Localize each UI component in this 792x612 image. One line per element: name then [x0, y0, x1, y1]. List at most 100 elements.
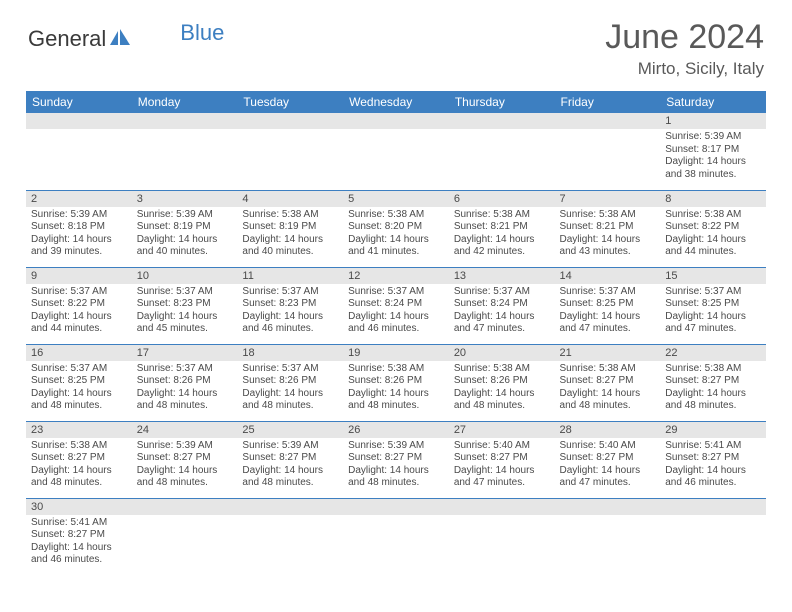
daylight-line: Daylight: 14 hours and 47 minutes.: [665, 311, 746, 335]
day-number: 29: [660, 422, 766, 438]
calendar-week-row: 30Sunrise: 5:41 AMSunset: 8:27 PMDayligh…: [26, 498, 766, 575]
day-detail: Sunrise: 5:38 AMSunset: 8:20 PMDaylight:…: [343, 207, 449, 262]
day-number: 30: [26, 499, 132, 515]
day-detail: Sunrise: 5:37 AMSunset: 8:26 PMDaylight:…: [237, 361, 343, 416]
daylight-line: Daylight: 14 hours and 41 minutes.: [348, 234, 429, 258]
day-number-bar: [555, 499, 661, 515]
sunset-line: Sunset: 8:23 PM: [242, 298, 316, 309]
weekday-header-row: SundayMondayTuesdayWednesdayThursdayFrid…: [26, 91, 766, 113]
calendar-day-cell: 14Sunrise: 5:37 AMSunset: 8:25 PMDayligh…: [555, 267, 661, 344]
calendar-day-cell: 20Sunrise: 5:38 AMSunset: 8:26 PMDayligh…: [449, 344, 555, 421]
sunrise-line: Sunrise: 5:38 AM: [454, 209, 530, 220]
daylight-line: Daylight: 14 hours and 48 minutes.: [560, 388, 641, 412]
sunrise-line: Sunrise: 5:39 AM: [31, 209, 107, 220]
day-detail: Sunrise: 5:37 AMSunset: 8:24 PMDaylight:…: [343, 284, 449, 339]
day-detail: Sunrise: 5:40 AMSunset: 8:27 PMDaylight:…: [555, 438, 661, 493]
calendar-day-cell: 10Sunrise: 5:37 AMSunset: 8:23 PMDayligh…: [132, 267, 238, 344]
calendar-body: 1Sunrise: 5:39 AMSunset: 8:17 PMDaylight…: [26, 113, 766, 575]
day-number: 20: [449, 345, 555, 361]
day-number: 3: [132, 191, 238, 207]
calendar-day-cell: 25Sunrise: 5:39 AMSunset: 8:27 PMDayligh…: [237, 421, 343, 498]
sunrise-line: Sunrise: 5:38 AM: [560, 209, 636, 220]
calendar-day-cell: 9Sunrise: 5:37 AMSunset: 8:22 PMDaylight…: [26, 267, 132, 344]
calendar-week-row: 16Sunrise: 5:37 AMSunset: 8:25 PMDayligh…: [26, 344, 766, 421]
day-body: [449, 515, 555, 565]
sunset-line: Sunset: 8:25 PM: [665, 298, 739, 309]
day-detail: Sunrise: 5:38 AMSunset: 8:26 PM Daylight:…: [343, 361, 449, 416]
calendar-day-cell: 12Sunrise: 5:37 AMSunset: 8:24 PMDayligh…: [343, 267, 449, 344]
day-detail: Sunrise: 5:38 AMSunset: 8:19 PMDaylight:…: [237, 207, 343, 262]
sunset-line: Sunset: 8:25 PM: [560, 298, 634, 309]
sunset-line: Sunset: 8:26 PM: [348, 375, 422, 386]
sunset-line: Sunset: 8:26 PM: [137, 375, 211, 386]
calendar-day-cell: [449, 113, 555, 190]
day-body: [555, 515, 661, 565]
sunset-line: Sunset: 8:17 PM: [665, 144, 739, 155]
sunset-line: Sunset: 8:27 PM: [560, 375, 634, 386]
sunrise-line: Sunrise: 5:37 AM: [242, 363, 318, 374]
day-number: 25: [237, 422, 343, 438]
calendar-day-cell: 16Sunrise: 5:37 AMSunset: 8:25 PMDayligh…: [26, 344, 132, 421]
daylight-line: Daylight: 14 hours and 45 minutes.: [137, 311, 218, 335]
day-number: 27: [449, 422, 555, 438]
daylight-line: Daylight: 14 hours and 40 minutes.: [242, 234, 323, 258]
calendar-day-cell: 26Sunrise: 5:39 AMSunset: 8:27 PMDayligh…: [343, 421, 449, 498]
day-detail: Sunrise: 5:37 AMSunset: 8:25 PMDaylight:…: [555, 284, 661, 339]
day-body: [132, 515, 238, 565]
day-detail: Sunrise: 5:39 AMSunset: 8:27 PMDaylight:…: [132, 438, 238, 493]
page-header: General Blue June 2024 Mirto, Sicily, It…: [0, 0, 792, 83]
sunrise-line: Sunrise: 5:37 AM: [31, 363, 107, 374]
day-number-bar: [343, 499, 449, 515]
day-number-bar: [237, 113, 343, 129]
sunrise-line: Sunrise: 5:37 AM: [665, 286, 741, 297]
day-number: 24: [132, 422, 238, 438]
daylight-line: Daylight: 14 hours and 48 minutes.: [137, 388, 218, 412]
day-body: [237, 129, 343, 179]
daylight-line: Daylight: 14 hours and 46 minutes.: [665, 465, 746, 489]
sunset-line: Sunset: 8:24 PM: [454, 298, 528, 309]
daylight-line: Daylight: 14 hours and 48 minutes.: [348, 388, 429, 412]
day-detail: Sunrise: 5:39 AMSunset: 8:27 PMDaylight:…: [237, 438, 343, 493]
daylight-line: Daylight: 14 hours and 48 minutes.: [31, 465, 112, 489]
calendar-day-cell: 3Sunrise: 5:39 AMSunset: 8:19 PMDaylight…: [132, 190, 238, 267]
location-text: Mirto, Sicily, Italy: [605, 59, 764, 79]
sunrise-line: Sunrise: 5:41 AM: [665, 440, 741, 451]
day-number: 19: [343, 345, 449, 361]
day-detail: Sunrise: 5:38 AMSunset: 8:21 PMDaylight:…: [449, 207, 555, 262]
daylight-line: Daylight: 14 hours and 48 minutes.: [137, 465, 218, 489]
daylight-line: Daylight: 14 hours and 42 minutes.: [454, 234, 535, 258]
calendar-day-cell: 4Sunrise: 5:38 AMSunset: 8:19 PMDaylight…: [237, 190, 343, 267]
day-detail: Sunrise: 5:38 AMSunset: 8:21 PMDaylight:…: [555, 207, 661, 262]
day-body: [26, 129, 132, 179]
sunrise-line: Sunrise: 5:39 AM: [137, 440, 213, 451]
sunrise-line: Sunrise: 5:38 AM: [348, 363, 424, 374]
sunrise-line: Sunrise: 5:38 AM: [665, 209, 741, 220]
sunrise-line: Sunrise: 5:38 AM: [454, 363, 530, 374]
day-number-bar: [660, 499, 766, 515]
logo-sails-icon: [108, 27, 132, 52]
day-number-bar: [555, 113, 661, 129]
day-number-bar: [449, 499, 555, 515]
day-number: 21: [555, 345, 661, 361]
calendar-day-cell: 29Sunrise: 5:41 AMSunset: 8:27 PMDayligh…: [660, 421, 766, 498]
daylight-line: Daylight: 14 hours and 47 minutes.: [560, 465, 641, 489]
calendar-day-cell: 2Sunrise: 5:39 AMSunset: 8:18 PMDaylight…: [26, 190, 132, 267]
day-number: 9: [26, 268, 132, 284]
day-number-bar: [132, 499, 238, 515]
day-number: 13: [449, 268, 555, 284]
calendar-day-cell: [343, 113, 449, 190]
logo-text-general: General: [28, 26, 106, 52]
sunrise-line: Sunrise: 5:39 AM: [242, 440, 318, 451]
day-detail: Sunrise: 5:37 AMSunset: 8:24 PMDaylight:…: [449, 284, 555, 339]
day-number: 14: [555, 268, 661, 284]
sunset-line: Sunset: 8:27 PM: [454, 452, 528, 463]
weekday-header: Tuesday: [237, 91, 343, 113]
calendar-day-cell: [660, 498, 766, 575]
calendar-day-cell: 6Sunrise: 5:38 AMSunset: 8:21 PMDaylight…: [449, 190, 555, 267]
sunset-line: Sunset: 8:22 PM: [31, 298, 105, 309]
calendar-day-cell: 5Sunrise: 5:38 AMSunset: 8:20 PMDaylight…: [343, 190, 449, 267]
daylight-line: Daylight: 14 hours and 48 minutes.: [242, 465, 323, 489]
sunrise-line: Sunrise: 5:40 AM: [560, 440, 636, 451]
day-detail: Sunrise: 5:39 AMSunset: 8:27 PMDaylight:…: [343, 438, 449, 493]
title-block: June 2024 Mirto, Sicily, Italy: [605, 18, 764, 79]
